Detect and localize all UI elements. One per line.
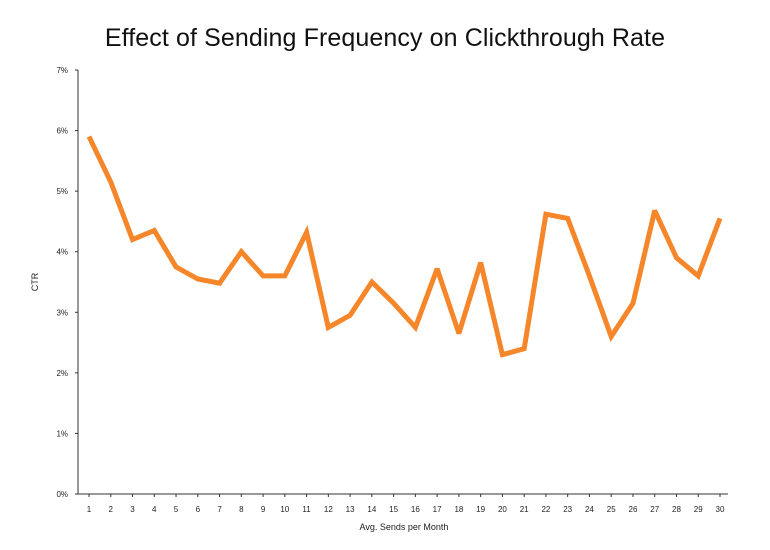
x-tick-label: 16 bbox=[411, 505, 420, 514]
x-tick-label: 8 bbox=[239, 505, 244, 514]
x-axis-label: Avg. Sends per Month bbox=[360, 522, 449, 532]
y-tick-label: 3% bbox=[56, 308, 68, 317]
x-tick-label: 12 bbox=[324, 505, 333, 514]
x-tick-label: 1 bbox=[87, 505, 92, 514]
x-tick-label: 25 bbox=[607, 505, 616, 514]
y-tick-label: 1% bbox=[56, 429, 68, 438]
x-tick-label: 13 bbox=[346, 505, 355, 514]
x-tick-label: 28 bbox=[672, 505, 681, 514]
series-line bbox=[86, 135, 723, 358]
x-tick-label: 23 bbox=[563, 505, 572, 514]
y-axis-label: CTR bbox=[30, 272, 40, 291]
axes bbox=[77, 70, 728, 495]
x-tick-label: 30 bbox=[716, 505, 725, 514]
x-tick-label: 9 bbox=[261, 505, 266, 514]
x-tick-label: 26 bbox=[629, 505, 638, 514]
x-tick-label: 11 bbox=[302, 505, 311, 514]
y-tick-label: 6% bbox=[56, 127, 68, 136]
y-tick-label: 7% bbox=[56, 66, 68, 75]
x-tick-label: 17 bbox=[433, 505, 442, 514]
y-tick-label: 2% bbox=[56, 369, 68, 378]
chart-title: Effect of Sending Frequency on Clickthro… bbox=[104, 24, 666, 52]
x-tick-label: 10 bbox=[280, 505, 289, 514]
x-tick-label: 24 bbox=[585, 505, 594, 514]
y-tick-labels: 0% 1% 2% 3% 4% 5% 6% 7% bbox=[56, 66, 78, 499]
x-tick-label: 18 bbox=[454, 505, 463, 514]
x-tick-label: 3 bbox=[130, 505, 135, 514]
y-tick-label: 5% bbox=[56, 187, 68, 196]
x-tick-labels: 1 2 3 4 5 6 7 8 9 10 11 12 13 14 15 16 17 18 19 20 21 22 23 24 2… bbox=[87, 494, 725, 514]
series-group bbox=[86, 135, 723, 358]
x-tick-label: 27 bbox=[650, 505, 659, 514]
x-tick-label: 29 bbox=[694, 505, 703, 514]
y-tick-label: 0% bbox=[56, 490, 68, 499]
x-tick-label: 21 bbox=[520, 505, 529, 514]
x-tick-label: 6 bbox=[196, 505, 201, 514]
x-tick-label: 4 bbox=[152, 505, 157, 514]
x-tick-label: 7 bbox=[217, 505, 222, 514]
x-tick-label: 2 bbox=[109, 505, 114, 514]
x-tick-label: 20 bbox=[498, 505, 507, 514]
x-tick-label: 14 bbox=[367, 505, 376, 514]
x-tick-label: 15 bbox=[389, 505, 398, 514]
x-tick-label: 19 bbox=[476, 505, 485, 514]
x-tick-label: 22 bbox=[541, 505, 550, 514]
y-tick-label: 4% bbox=[56, 248, 68, 257]
x-tick-label: 5 bbox=[174, 505, 179, 514]
